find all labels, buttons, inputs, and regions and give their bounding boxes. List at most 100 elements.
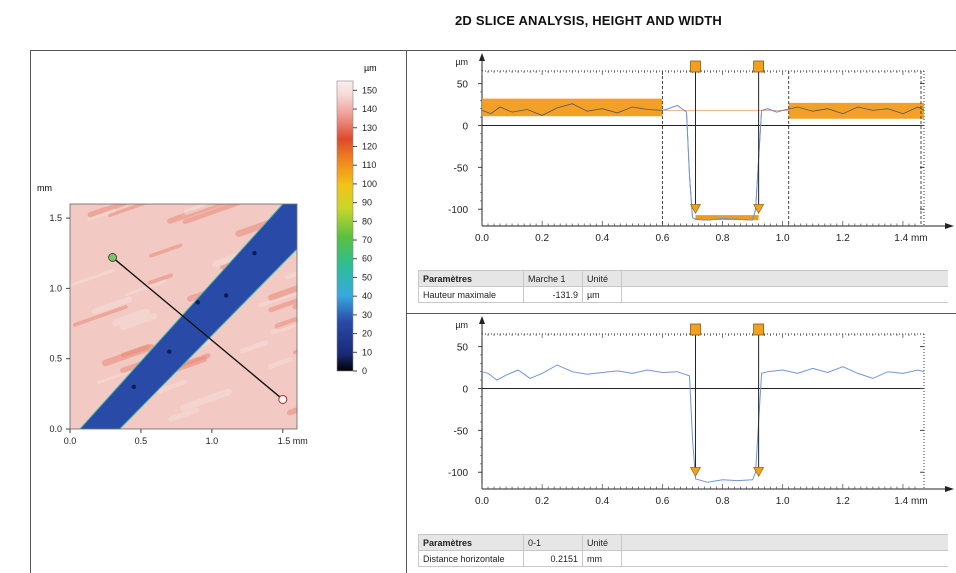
land-streak (183, 204, 218, 215)
land-streak (91, 296, 133, 315)
frame-divider-vertical (406, 50, 407, 573)
land-streak (108, 204, 148, 218)
map-unit-label: mm (37, 183, 52, 193)
colorbar-tick-label: 40 (362, 291, 372, 301)
y-tick-label: 0 (462, 121, 468, 132)
y-tick-label: 0 (462, 384, 468, 395)
profile-series-line (481, 364, 925, 483)
cursor-handle[interactable] (690, 323, 701, 336)
land-streak (105, 204, 115, 207)
land-streak (239, 340, 269, 354)
y-unit-label: µm (455, 57, 468, 67)
map-plot-border (69, 203, 298, 430)
x-tick-label: 1.0 (776, 233, 790, 244)
table-header-cell: Marche 1 (523, 270, 583, 287)
x-tick-label: 0.6 (655, 233, 669, 244)
table-header-cell: 0-1 (523, 534, 583, 551)
x-tick-label: 1.0 (206, 436, 219, 446)
land-streak (157, 379, 188, 394)
land-streak (148, 243, 183, 258)
channel-spot (252, 251, 257, 256)
table-row: Hauteur maximale -131.9 µm (418, 286, 948, 303)
table-filler (621, 550, 948, 567)
y-unit-label: µm (455, 320, 468, 330)
land-streak (284, 271, 297, 280)
land-streak (72, 305, 128, 327)
top-profile-chart: 0.0 0.2 0.4 0.6 0.8 1.0 1.2 1.4 mm 50 0 -50 -100 µm (448, 53, 954, 244)
x-tick-label: 0.4 (595, 496, 609, 507)
cursor-handle[interactable] (690, 60, 701, 73)
table-cell: µm (582, 286, 622, 303)
land-streak (147, 273, 173, 285)
channel-spot (167, 349, 172, 354)
cursor-handle[interactable] (753, 323, 765, 336)
land-streak (270, 321, 297, 335)
colorbar-tick-label: 150 (362, 85, 377, 95)
land-streak (168, 407, 200, 422)
x-tick-label: 1.2 (836, 496, 850, 507)
y-tick-label: -50 (454, 163, 469, 174)
bottom-parameters-table: Paramètres 0-1 Unité Distance horizontal… (418, 534, 948, 567)
profile-step-segment (662, 104, 783, 221)
table-cell: Hauteur maximale (418, 286, 524, 303)
land-streak (268, 298, 297, 313)
cursor-triangle (753, 204, 765, 215)
colorbar-tick-label: 20 (362, 329, 372, 339)
y-tick-label: 50 (457, 343, 469, 354)
slice-end-handle[interactable] (278, 394, 288, 404)
x-tick-label: 0.2 (535, 233, 549, 244)
height-map-image (70, 204, 297, 429)
land-streak (182, 204, 241, 224)
slice-line[interactable] (112, 256, 284, 401)
x-tick-label: 0.0 (64, 436, 77, 446)
colorbar (336, 80, 354, 372)
frame-top-border (30, 50, 956, 51)
y-axis-arrow (479, 316, 485, 324)
land-streak (274, 316, 297, 330)
x-tick-label: 1.4 mm (894, 496, 927, 507)
colorbar-tick-label: 130 (362, 123, 377, 133)
table-cell: mm (582, 550, 622, 567)
table-cell: Distance horizontale (418, 550, 524, 567)
cursor-handle[interactable] (753, 60, 765, 73)
land-streak (101, 343, 155, 367)
x-tick-label: 1.0 (776, 496, 790, 507)
colorbar-tick-label: 90 (362, 198, 372, 208)
table-header-row: Paramètres Marche 1 Unité (418, 270, 948, 287)
colorbar-tick-label: 60 (362, 254, 372, 264)
land-streak (258, 290, 297, 308)
table-header-row: Paramètres 0-1 Unité (418, 534, 948, 551)
y-tick-label: 0.0 (49, 424, 62, 434)
cursor-triangle (689, 467, 701, 478)
profile-series-line (481, 103, 925, 221)
y-tick-label: 1.0 (49, 283, 62, 293)
colorbar-tick-label: 110 (362, 160, 376, 170)
colorbar-tick-label: 10 (362, 347, 372, 357)
x-tick-label: 0.2 (535, 496, 549, 507)
land-streak (87, 204, 128, 218)
colorbar-tick-label: 70 (362, 235, 372, 245)
land-streak (179, 388, 232, 412)
bottom-profile-chart: 0.0 0.2 0.4 0.6 0.8 1.0 1.2 1.4 mm 50 0 -50 -100 µm (448, 316, 954, 507)
land-streak (268, 285, 297, 301)
table-header-cell: Unité (582, 534, 622, 551)
x-tick-label: 0.0 (475, 233, 489, 244)
y-tick-label: 50 (457, 80, 469, 91)
table-filler (621, 270, 948, 287)
map-channel-texture (131, 251, 257, 390)
frame-left-border (30, 50, 31, 573)
table-filler (621, 286, 948, 303)
land-streak (293, 349, 297, 355)
slice-start-handle[interactable] (108, 253, 117, 262)
x-tick-label: 0.8 (716, 496, 730, 507)
channel-spot (131, 384, 137, 390)
table-header-cell: Paramètres (418, 534, 524, 551)
x-tick-label: 0.5 (135, 436, 148, 446)
x-tick-label: 1.2 (836, 233, 850, 244)
table-cell: -131.9 (523, 286, 583, 303)
table-header-cell: Paramètres (418, 270, 524, 287)
land-streak (112, 308, 150, 327)
x-axis-arrow (945, 486, 954, 492)
height-map-panel: mm 0.0 0.5 1.0 1.5 mm 0.0 0.5 1.0 1.5 µm 0 10 20… (37, 63, 377, 446)
top-parameters-table: Paramètres Marche 1 Unité Hauteur maxima… (418, 270, 948, 303)
